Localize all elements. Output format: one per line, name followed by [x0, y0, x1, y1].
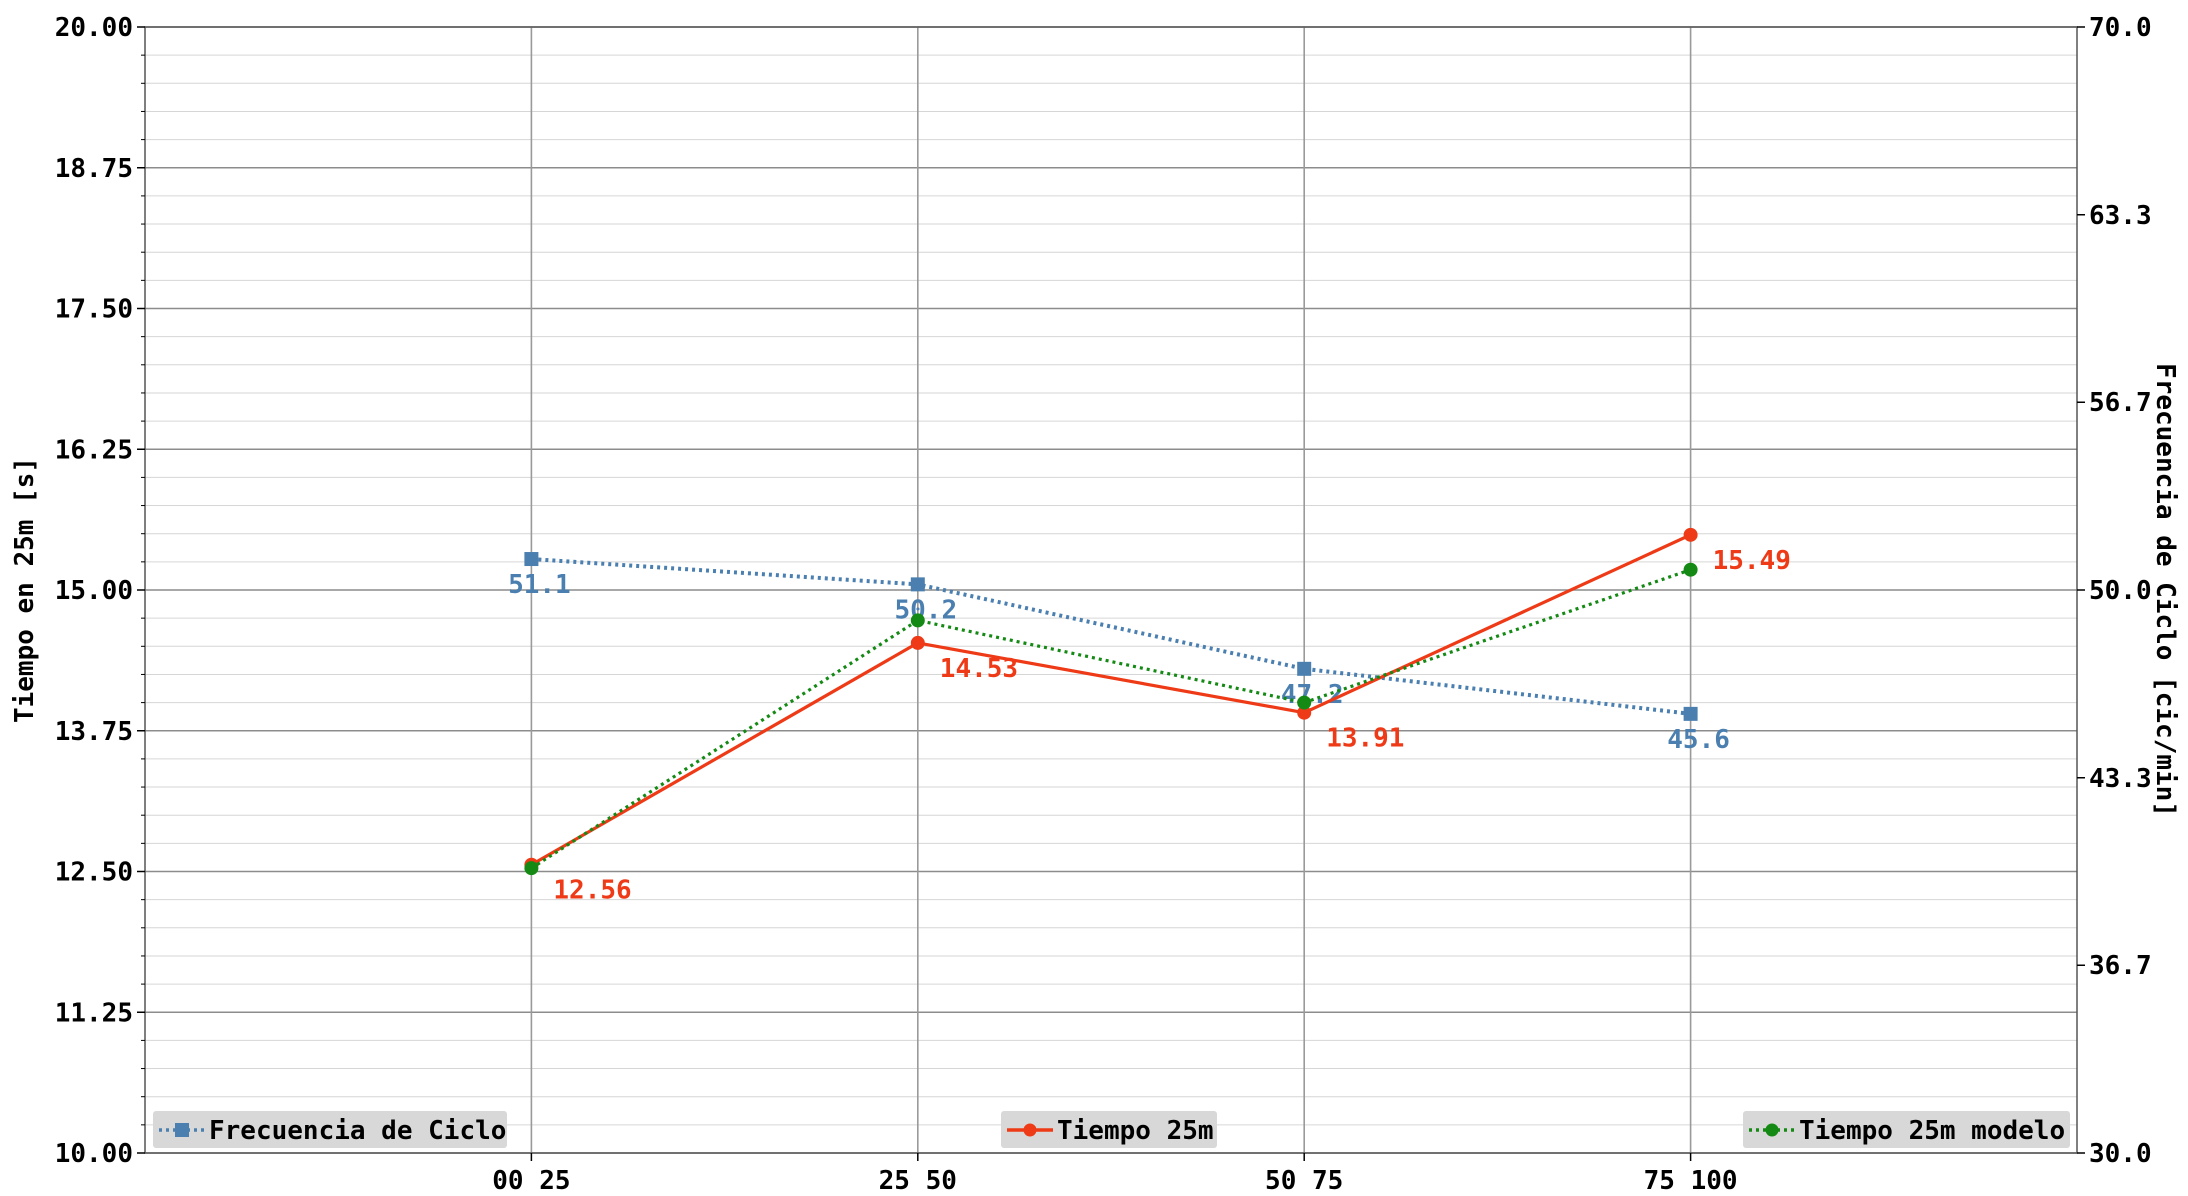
series-line: [530, 568, 1692, 870]
left-tick-label: 10.00: [55, 1139, 133, 1169]
data-label: 47.2: [1281, 680, 1344, 710]
data-label: 12.56: [553, 876, 631, 906]
legend-marker-square: [175, 1123, 189, 1137]
right-tick-label: 50.0: [2089, 576, 2152, 606]
right-tick-label: 56.7: [2089, 388, 2152, 418]
legend-label: Frecuencia de Ciclo: [209, 1116, 506, 1146]
series-marker-circle: [524, 861, 539, 876]
x-tick-label: 75_100: [1644, 1166, 1738, 1191]
left-tick-label: 18.75: [55, 154, 133, 184]
legend-label: Tiempo 25m modelo: [1799, 1116, 2065, 1146]
series-frecuencia-de-ciclo: 51.1 50.2 47.2 45.6: [508, 552, 1730, 755]
series-tiempo-25m: 12.56 14.53 13.91 15.49: [524, 527, 1791, 906]
series-marker-square: [1683, 706, 1698, 721]
legend-label: Tiempo 25m: [1057, 1116, 1214, 1146]
data-label: 51.1: [508, 570, 571, 600]
data-label: 14.53: [940, 654, 1018, 684]
right-tick-label: 30.0: [2089, 1139, 2152, 1169]
x-tick-label: 50_75: [1265, 1166, 1343, 1191]
left-tick-label: 16.25: [55, 435, 133, 465]
data-label: 15.49: [1713, 546, 1791, 576]
legend-box: [1001, 1111, 1217, 1148]
left-axis-title: Tiempo en 25m [s]: [10, 457, 40, 723]
right-tick-label: 70.0: [2089, 13, 2152, 43]
x-tick-label: 25_50: [879, 1166, 957, 1191]
left-tick-label: 20.00: [55, 13, 133, 43]
right-axis-ticks: 30.0 36.7 43.3 50.0 56.7 63.3 70.0: [2077, 13, 2152, 1169]
right-axis-title: Frecuencia de Ciclo [cic/min]: [2150, 363, 2180, 817]
left-tick-label: 15.00: [55, 576, 133, 606]
series-tiempo-25m-modelo: [524, 562, 1698, 876]
legend-layer: Frecuencia de Ciclo Tiempo 25m Tiempo 25m …: [153, 1111, 2070, 1148]
legend-marker-circle: [1765, 1123, 1779, 1137]
left-tick-label: 13.75: [55, 717, 133, 747]
data-label: 13.91: [1326, 724, 1404, 754]
legend-marker-circle: [1023, 1123, 1037, 1137]
series-line: [530, 533, 1692, 867]
series-marker-circle: [1297, 705, 1312, 720]
right-tick-label: 63.3: [2089, 201, 2152, 231]
right-tick-label: 43.3: [2089, 764, 2152, 794]
legend-box: [153, 1111, 507, 1148]
series-layer: 51.1 50.2 47.2 45.6 12.56 14.53 13.91 15.49: [508, 527, 1791, 906]
data-label: 50.2: [894, 595, 957, 625]
data-label: 45.6: [1667, 725, 1730, 755]
series-marker-circle: [1297, 695, 1312, 710]
legend-tiempo-25m-modelo: Tiempo 25m modelo: [1743, 1111, 2070, 1148]
legend-box: [1743, 1111, 2070, 1148]
legend-tiempo-25m: Tiempo 25m: [1001, 1111, 1217, 1148]
series-marker-circle: [1683, 527, 1698, 542]
series-marker-square: [910, 577, 925, 592]
left-tick-label: 11.25: [55, 998, 133, 1028]
x-tick-label: 00_25: [492, 1166, 570, 1191]
series-marker-square: [524, 552, 539, 567]
series-marker-square: [1297, 661, 1312, 676]
left-tick-label: 12.50: [55, 858, 133, 888]
right-tick-label: 36.7: [2089, 951, 2152, 981]
series-marker-circle: [910, 613, 925, 628]
series-marker-circle: [1683, 562, 1698, 577]
left-tick-label: 17.50: [55, 295, 133, 325]
series-marker-circle: [910, 635, 925, 650]
legend-frecuencia-de-ciclo: Frecuencia de Ciclo: [153, 1111, 507, 1148]
left-axis-ticks: 10.00 11.25 12.50 13.75 15.00 16.25 17.50 18.75…: [55, 13, 145, 1169]
